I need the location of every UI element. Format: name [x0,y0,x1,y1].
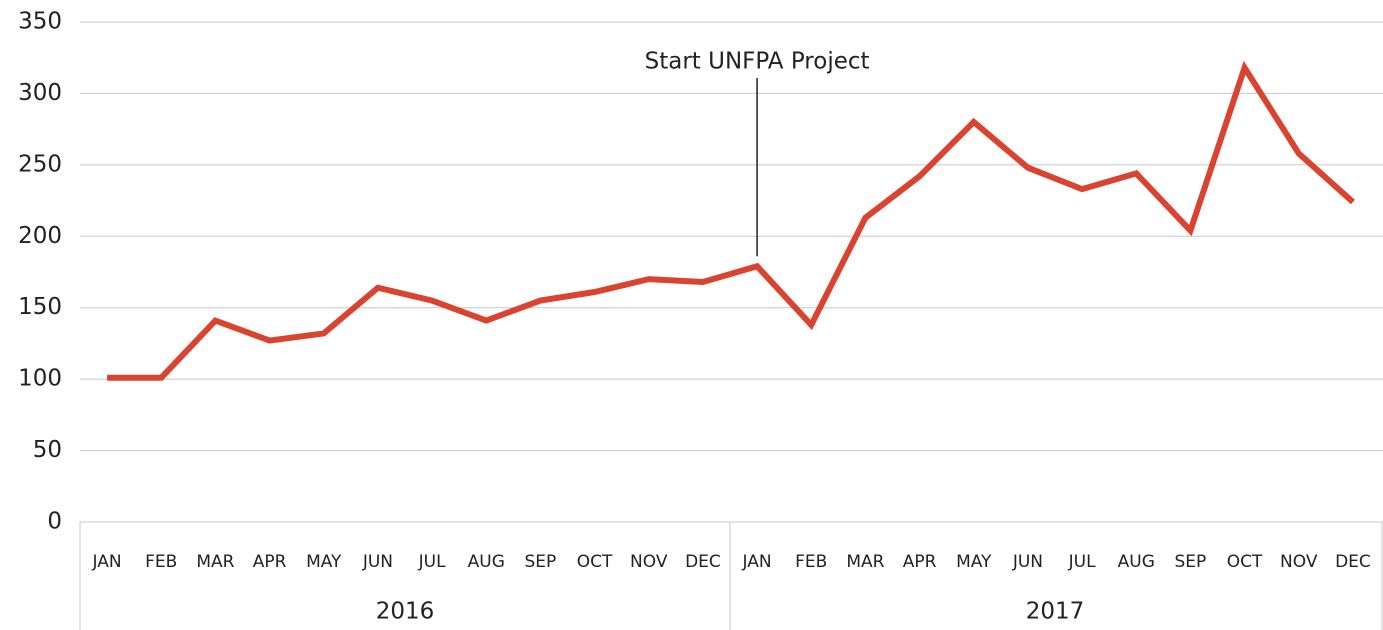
x-tick-label: AUG [468,552,505,572]
x-tick-label: DEC [685,552,721,572]
y-tick-label: 300 [18,80,62,106]
x-tick-label: APR [253,552,287,572]
x-tick-label: JUL [418,552,446,572]
group-label: 2017 [1026,599,1085,625]
x-tick-label: OCT [577,552,613,572]
x-tick-label: MAY [306,552,342,572]
annotation: Start UNFPA Project [645,49,870,75]
x-tick-label: NOV [630,552,668,572]
x-tick-label: MAY [956,552,992,572]
x-tick-label: AUG [1118,552,1155,572]
y-tick-label: 50 [33,437,62,463]
x-tick-label: JUN [362,552,393,572]
x-tick-label: FEB [795,552,827,572]
x-tick-label: MAR [196,552,234,572]
group-label: 2016 [376,599,435,625]
x-tick-label: NOV [1280,552,1318,572]
data-line [107,60,1355,381]
x-tick-label: SEP [1175,552,1207,572]
x-tick-label: JUN [1012,552,1043,572]
x-tick-label: SEP [525,552,557,572]
y-tick-label: 250 [18,151,62,177]
x-tick-label: JAN [92,552,122,572]
x-tick-label: JUL [1068,552,1096,572]
x-tick-label: APR [903,552,937,572]
x-tick-label: OCT [1227,552,1263,572]
y-tick-label: 200 [18,223,62,249]
x-tick-label: MAR [846,552,884,572]
x-tick-label: FEB [145,552,177,572]
y-tick-label: 350 [18,9,62,35]
x-tick-label: JAN [742,552,772,572]
y-tick-label: 100 [18,366,62,392]
x-tick-label: DEC [1335,552,1371,572]
y-tick-label: 0 [47,509,62,535]
y-tick-label: 150 [18,294,62,320]
